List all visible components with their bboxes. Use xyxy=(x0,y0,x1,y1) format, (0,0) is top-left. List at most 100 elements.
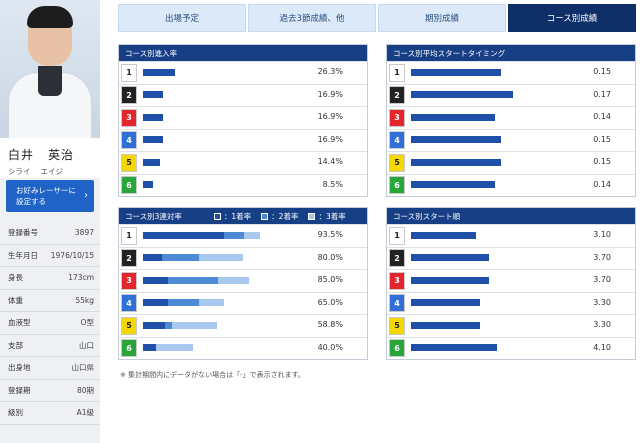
avg-start-timing-bar xyxy=(411,136,501,144)
start-order-value: 3.10 xyxy=(593,230,611,239)
entry-rate-title: コース別進入率 xyxy=(125,48,178,58)
entry-rate-bar xyxy=(143,181,154,189)
legend-swatch xyxy=(261,212,269,220)
legend-swatch xyxy=(213,212,221,220)
start-order-bar-area xyxy=(411,294,581,312)
lane-number-badge: 1 xyxy=(389,63,405,82)
avg-start-timing-value: 0.15 xyxy=(593,134,611,144)
entry-rate-row: 1 26.3% xyxy=(119,61,367,84)
top3-rate-bar-area xyxy=(143,339,313,357)
tab-2[interactable]: 期別成績 xyxy=(378,4,506,32)
top3-rate-segment-3 xyxy=(172,321,217,329)
top3-rate-segment-2 xyxy=(168,299,200,307)
lane-number-badge: 5 xyxy=(121,316,137,335)
top3-rate-value: 85.0% xyxy=(317,275,343,284)
avg-start-timing-bar-area xyxy=(411,109,581,127)
top3-rate-segment-2 xyxy=(168,276,218,284)
entry-rate-rows: 1 26.3% 2 16.9% 3 16.9% 4 16.9% 5 14.4% 6 8.5% xyxy=(119,61,367,196)
profile-info-row: 出身地 山口県 xyxy=(0,357,100,380)
top3-rate-row: 5 58.8% xyxy=(119,314,367,337)
avg-start-timing-bar xyxy=(411,91,513,99)
entry-rate-bar xyxy=(143,158,161,166)
avg-start-timing-value: 0.14 xyxy=(593,112,611,121)
profile-info-row: 身長 173cm xyxy=(0,267,100,290)
top3-rate-title: コース別3連対率 xyxy=(125,211,182,221)
avg-start-timing-header: コース別平均スタートタイミング xyxy=(387,45,635,61)
legend-swatch xyxy=(308,212,316,220)
avg-start-timing-bar-area xyxy=(411,86,581,104)
start-order-row: 6 4.10 xyxy=(387,336,635,360)
top3-rate-segment-3 xyxy=(155,344,193,352)
entry-rate-row: 4 16.9% xyxy=(119,128,367,152)
start-order-bar-area xyxy=(411,227,581,245)
top3-rate-bar-area xyxy=(143,317,313,335)
top3-rate-value: 93.5% xyxy=(317,230,343,239)
lane-number-badge: 2 xyxy=(389,249,405,268)
lane-number-badge: 5 xyxy=(389,316,405,335)
avg-start-timing-title: コース別平均スタートタイミング xyxy=(393,48,506,58)
racer-name-kana: シライ エイジ xyxy=(8,166,94,177)
lane-number-badge: 6 xyxy=(389,176,405,195)
lane-number-badge: 4 xyxy=(389,294,405,313)
start-order-rows: 1 3.10 2 3.70 3 3.70 4 3.30 5 3.30 6 4.10 xyxy=(387,224,635,359)
top3-rate-segment-3 xyxy=(199,299,225,307)
kana-given: エイジ xyxy=(40,167,64,176)
avg-start-timing-row: 1 0.15 xyxy=(387,61,635,84)
tab-0[interactable]: 出場予定 xyxy=(118,4,246,32)
profile-info-row: 支部 山口 xyxy=(0,335,100,357)
start-order-bar-area xyxy=(411,249,581,267)
profile-info-value: 173cm xyxy=(68,273,94,283)
entry-rate-row: 5 14.4% xyxy=(119,151,367,174)
racer-profile: 白井 英治 シライ エイジ お好みレーサーに設定する › 登録番号 3897 生年月… xyxy=(0,0,100,443)
top3-rate-segment-1 xyxy=(143,299,168,307)
start-order-title: コース別スタート順 xyxy=(393,211,461,221)
start-order-row: 5 3.30 xyxy=(387,314,635,337)
avg-start-timing-bar xyxy=(411,68,501,76)
start-order-value: 3.30 xyxy=(593,297,611,307)
entry-rate-bar xyxy=(143,68,175,76)
avg-start-timing-bar-area xyxy=(411,64,581,82)
avg-start-timing-row: 6 0.14 xyxy=(387,173,635,197)
top3-rate-segment-3 xyxy=(243,231,260,239)
lane-number-badge: 5 xyxy=(389,153,405,172)
avg-start-timing-rows: 1 0.15 2 0.17 3 0.14 4 0.15 5 0.15 6 0.14 xyxy=(387,61,635,196)
lane-number-badge: 6 xyxy=(389,339,405,358)
entry-rate-row: 6 8.5% xyxy=(119,173,367,197)
profile-info-label: 生年月日 xyxy=(8,250,38,260)
top3-rate-rows: 1 93.5% 2 80.0% 3 85.0% 4 65.0% 5 58.8% 6 40.0% xyxy=(119,224,367,359)
profile-info-label: 支部 xyxy=(8,340,23,350)
profile-info-table: 登録番号 3897 生年月日 1976/10/15 身長 173cm 体重 55kg 血液型 O型… xyxy=(0,222,100,425)
profile-info-label: 級別 xyxy=(8,408,23,418)
tab-1[interactable]: 過去3節成績、他 xyxy=(248,4,376,32)
entry-rate-bar-area xyxy=(143,154,313,172)
favorite-racer-button[interactable]: お好みレーサーに設定する › xyxy=(6,180,94,212)
start-order-bar xyxy=(411,231,477,239)
profile-info-value: O型 xyxy=(80,318,94,328)
avg-start-timing-value: 0.14 xyxy=(593,179,611,189)
avg-start-timing-panel: コース別平均スタートタイミング 1 0.15 2 0.17 3 0.14 4 0.15 5 0.1… xyxy=(386,44,636,197)
profile-info-value: 3897 xyxy=(74,228,94,238)
top3-rate-segment-2 xyxy=(223,231,244,239)
avg-start-timing-bar-area xyxy=(411,154,581,172)
start-order-value: 3.70 xyxy=(593,252,611,262)
tab-bar: 出場予定 過去3節成績、他 期別成績 コース別成績 xyxy=(118,4,636,32)
top3-rate-value: 65.0% xyxy=(317,297,343,307)
entry-rate-bar-area xyxy=(143,109,313,127)
start-order-bar xyxy=(411,344,497,352)
avg-start-timing-row: 5 0.15 xyxy=(387,151,635,174)
lane-number-badge: 1 xyxy=(121,63,137,82)
entry-rate-value: 16.9% xyxy=(317,134,343,144)
start-order-row: 3 3.70 xyxy=(387,269,635,292)
lane-number-badge: 3 xyxy=(389,108,405,127)
profile-info-row: 血液型 O型 xyxy=(0,312,100,335)
lane-number-badge: 6 xyxy=(121,176,137,195)
entry-rate-header: コース別進入率 xyxy=(119,45,367,61)
legend-label: ：3着率 xyxy=(318,211,346,221)
top3-rate-segment-1 xyxy=(143,321,165,329)
start-order-row: 2 3.70 xyxy=(387,246,635,270)
avg-start-timing-value: 0.15 xyxy=(593,67,611,76)
tab-3[interactable]: コース別成績 xyxy=(508,4,636,32)
avg-start-timing-value: 0.15 xyxy=(593,157,611,166)
entry-rate-bar xyxy=(143,113,164,121)
lane-number-badge: 3 xyxy=(121,271,137,290)
